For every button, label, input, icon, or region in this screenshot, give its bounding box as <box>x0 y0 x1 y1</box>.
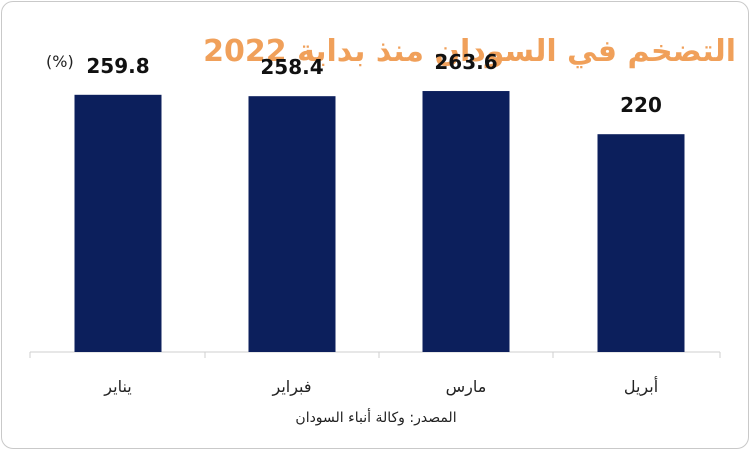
bar-2 <box>248 96 336 353</box>
bar-1 <box>74 94 162 352</box>
unit-label: (%) <box>46 52 74 71</box>
category-label-3: مارس <box>446 377 487 397</box>
data-label-3: 263.6 <box>434 50 497 74</box>
category-label-1: يناير <box>103 377 131 397</box>
data-label-1: 259.8 <box>86 54 149 78</box>
category-label-2: فبراير <box>271 377 311 397</box>
category-label-4: أبريل <box>624 376 658 397</box>
bar-3 <box>422 91 510 352</box>
data-label-2: 258.4 <box>260 55 323 79</box>
source-note: المصدر: وكالة أنباء السودان <box>295 410 457 426</box>
data-label-4: 220 <box>620 93 662 117</box>
bar-4 <box>597 134 685 352</box>
chart-title: التضخم في السودان منذ بداية 2022 <box>203 34 736 69</box>
